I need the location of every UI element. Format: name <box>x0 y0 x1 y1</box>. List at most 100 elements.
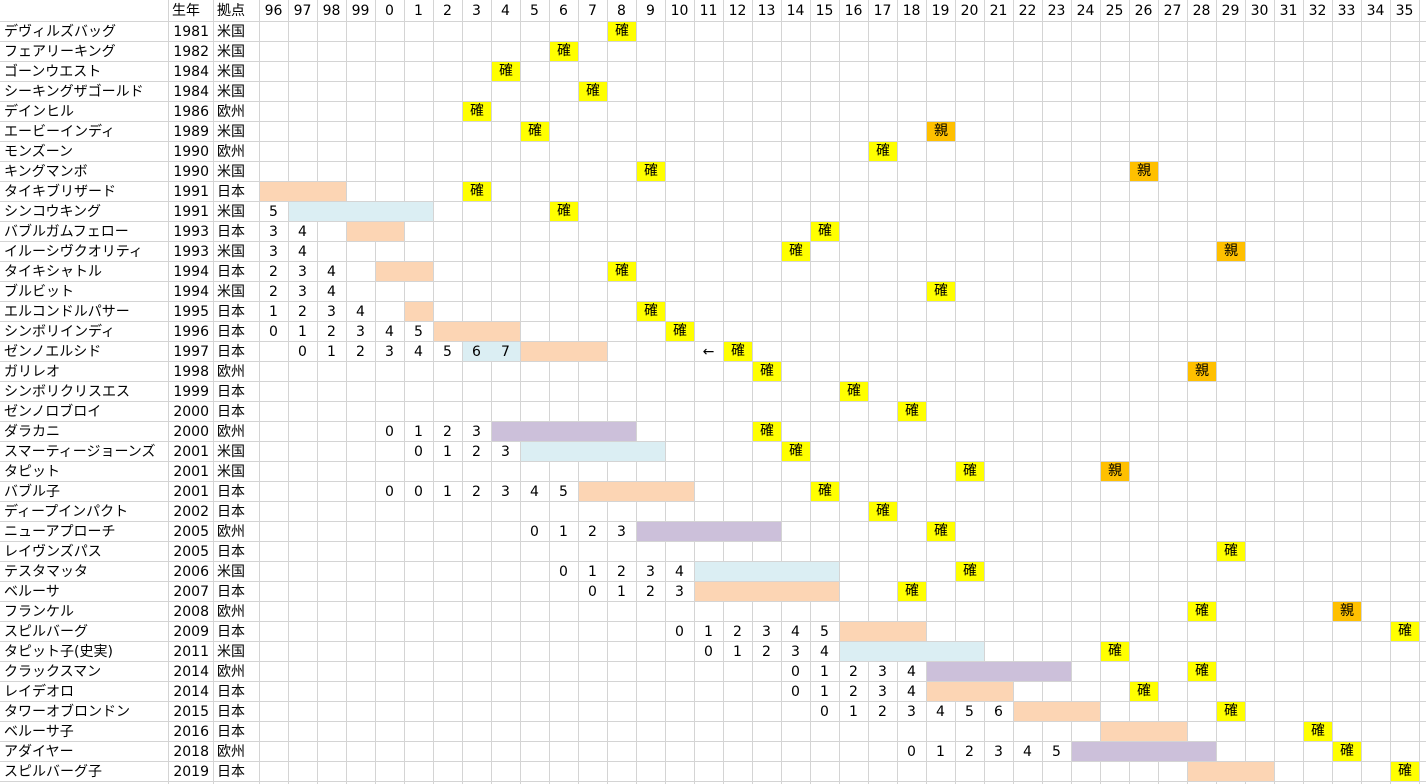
horse-name-cell[interactable]: シーキングザゴールド <box>4 84 144 100</box>
confirmed-mark-cell[interactable]: 確 <box>753 362 781 381</box>
header-year-0[interactable]: 0 <box>385 3 394 19</box>
horse-name-cell[interactable]: シンボリクリスエス <box>4 384 130 400</box>
age-count-cell[interactable]: 0 <box>385 424 394 440</box>
base-region-cell[interactable]: 日本 <box>217 704 245 720</box>
horse-name-cell[interactable]: バブル子 <box>4 484 60 500</box>
parent-mark-cell[interactable]: 親 <box>927 122 955 141</box>
birth-year-cell[interactable]: 2009 <box>173 624 209 640</box>
confirmed-mark-cell[interactable]: 確 <box>492 62 520 81</box>
base-region-cell[interactable]: 米国 <box>217 24 245 40</box>
base-region-cell[interactable]: 米国 <box>217 64 245 80</box>
horse-name-cell[interactable]: シンコウキング <box>4 204 102 220</box>
age-count-cell[interactable]: 3 <box>762 624 771 640</box>
age-count-cell[interactable]: 5 <box>414 324 423 340</box>
header-name-cell[interactable] <box>0 1 168 21</box>
header-year-15[interactable]: 15 <box>815 3 834 19</box>
header-year-34[interactable]: 34 <box>1366 3 1385 19</box>
age-count-cell[interactable]: 3 <box>356 324 365 340</box>
horse-name-cell[interactable]: レイヴンズパス <box>4 544 102 560</box>
birth-year-cell[interactable]: 1990 <box>173 164 209 180</box>
horse-name-cell[interactable]: エービーインディ <box>4 124 116 140</box>
base-region-cell[interactable]: 米国 <box>217 124 245 140</box>
horse-name-cell[interactable]: ブルビット <box>4 284 74 300</box>
age-count-cell[interactable]: ← <box>702 344 715 360</box>
age-count-cell[interactable]: 5 <box>965 704 974 720</box>
horse-name-cell[interactable]: シンボリインディ <box>4 324 116 340</box>
horse-name-cell[interactable]: クラックスマン <box>4 664 102 680</box>
horse-name-cell[interactable]: モンズーン <box>4 144 74 160</box>
parent-mark-cell[interactable]: 親 <box>1130 162 1158 181</box>
age-count-cell[interactable]: 2 <box>327 324 336 340</box>
age-count-cell[interactable]: 4 <box>675 564 684 580</box>
age-count-cell[interactable]: 1 <box>443 484 452 500</box>
age-count-cell[interactable]: 2 <box>849 664 858 680</box>
horse-name-cell[interactable]: デインヒル <box>4 104 74 120</box>
horse-name-cell[interactable]: イルーシヴクオリティ <box>4 244 143 260</box>
age-count-cell[interactable]: 1 <box>733 644 742 660</box>
confirmed-mark-cell[interactable]: 確 <box>550 42 578 61</box>
base-region-cell[interactable]: 米国 <box>217 564 245 580</box>
confirmed-mark-cell[interactable]: 確 <box>637 162 665 181</box>
confirmed-mark-cell[interactable]: 確 <box>1101 642 1129 661</box>
header-year-25[interactable]: 25 <box>1105 3 1124 19</box>
horse-name-cell[interactable]: テスタマッタ <box>4 564 88 580</box>
horse-name-cell[interactable]: エルコンドルパサー <box>4 304 130 320</box>
birth-year-cell[interactable]: 1993 <box>173 244 209 260</box>
base-region-cell[interactable]: 米国 <box>217 644 245 660</box>
age-count-cell[interactable]: 3 <box>791 644 800 660</box>
header-year-5[interactable]: 5 <box>530 3 539 19</box>
age-count-cell[interactable]: 3 <box>385 344 394 360</box>
age-count-cell[interactable]: 5 <box>269 204 278 220</box>
parent-mark-cell[interactable]: 親 <box>1217 242 1245 261</box>
age-count-cell[interactable]: 3 <box>327 304 336 320</box>
age-count-cell[interactable]: 4 <box>820 644 829 660</box>
horse-name-cell[interactable]: スマーティージョーンズ <box>4 444 156 460</box>
confirmed-mark-cell[interactable]: 確 <box>840 382 868 401</box>
age-count-cell[interactable]: 4 <box>907 684 916 700</box>
age-count-cell[interactable]: 3 <box>646 564 655 580</box>
horse-name-cell[interactable]: レイデオロ <box>4 684 74 700</box>
age-count-cell[interactable]: 2 <box>965 744 974 760</box>
age-count-cell[interactable]: 1 <box>298 324 307 340</box>
base-region-cell[interactable]: 米国 <box>217 204 245 220</box>
header-year-31[interactable]: 31 <box>1279 3 1298 19</box>
age-count-cell[interactable]: 3 <box>907 704 916 720</box>
birth-year-cell[interactable]: 2008 <box>173 604 209 620</box>
horse-name-cell[interactable]: スピルバーグ子 <box>4 764 102 780</box>
horse-name-cell[interactable]: ベルーサ <box>4 584 60 600</box>
horse-name-cell[interactable]: ベルーサ子 <box>4 724 74 740</box>
base-region-cell[interactable]: 日本 <box>217 724 245 740</box>
header-year-35[interactable]: 35 <box>1395 3 1414 19</box>
base-region-cell[interactable]: 日本 <box>217 304 245 320</box>
age-count-cell[interactable]: 0 <box>791 664 800 680</box>
birth-year-cell[interactable]: 2014 <box>173 684 209 700</box>
birth-year-cell[interactable]: 2014 <box>173 664 209 680</box>
horse-name-cell[interactable]: アダイヤー <box>4 744 74 760</box>
base-region-cell[interactable]: 米国 <box>217 164 245 180</box>
horse-name-cell[interactable]: キングマンボ <box>4 164 88 180</box>
confirmed-mark-cell[interactable]: 確 <box>637 302 665 321</box>
base-region-cell[interactable]: 欧州 <box>217 424 245 440</box>
confirmed-mark-cell[interactable]: 確 <box>608 262 636 281</box>
age-count-cell[interactable]: 3 <box>994 744 1003 760</box>
birth-year-cell[interactable]: 2011 <box>173 644 209 660</box>
age-count-cell[interactable]: 4 <box>530 484 539 500</box>
confirmed-mark-cell[interactable]: 確 <box>1391 762 1419 781</box>
age-count-cell[interactable]: 7 <box>501 344 510 360</box>
age-count-cell[interactable]: 1 <box>443 444 452 460</box>
confirmed-mark-cell[interactable]: 確 <box>1188 602 1216 621</box>
base-region-cell[interactable]: 欧州 <box>217 664 245 680</box>
birth-year-cell[interactable]: 1994 <box>173 264 209 280</box>
age-count-cell[interactable]: 2 <box>472 484 481 500</box>
header-year-18[interactable]: 18 <box>902 3 921 19</box>
age-count-cell[interactable]: 1 <box>704 624 713 640</box>
confirmed-mark-cell[interactable]: 確 <box>1304 722 1332 741</box>
age-count-cell[interactable]: 5 <box>1052 744 1061 760</box>
age-count-cell[interactable]: 0 <box>820 704 829 720</box>
age-count-cell[interactable]: 3 <box>269 224 278 240</box>
header-year-9[interactable]: 9 <box>646 3 655 19</box>
confirmed-mark-cell[interactable]: 確 <box>521 122 549 141</box>
header-base[interactable]: 拠点 <box>217 3 245 19</box>
header-year-97[interactable]: 97 <box>293 3 312 19</box>
birth-year-cell[interactable]: 1984 <box>173 84 209 100</box>
